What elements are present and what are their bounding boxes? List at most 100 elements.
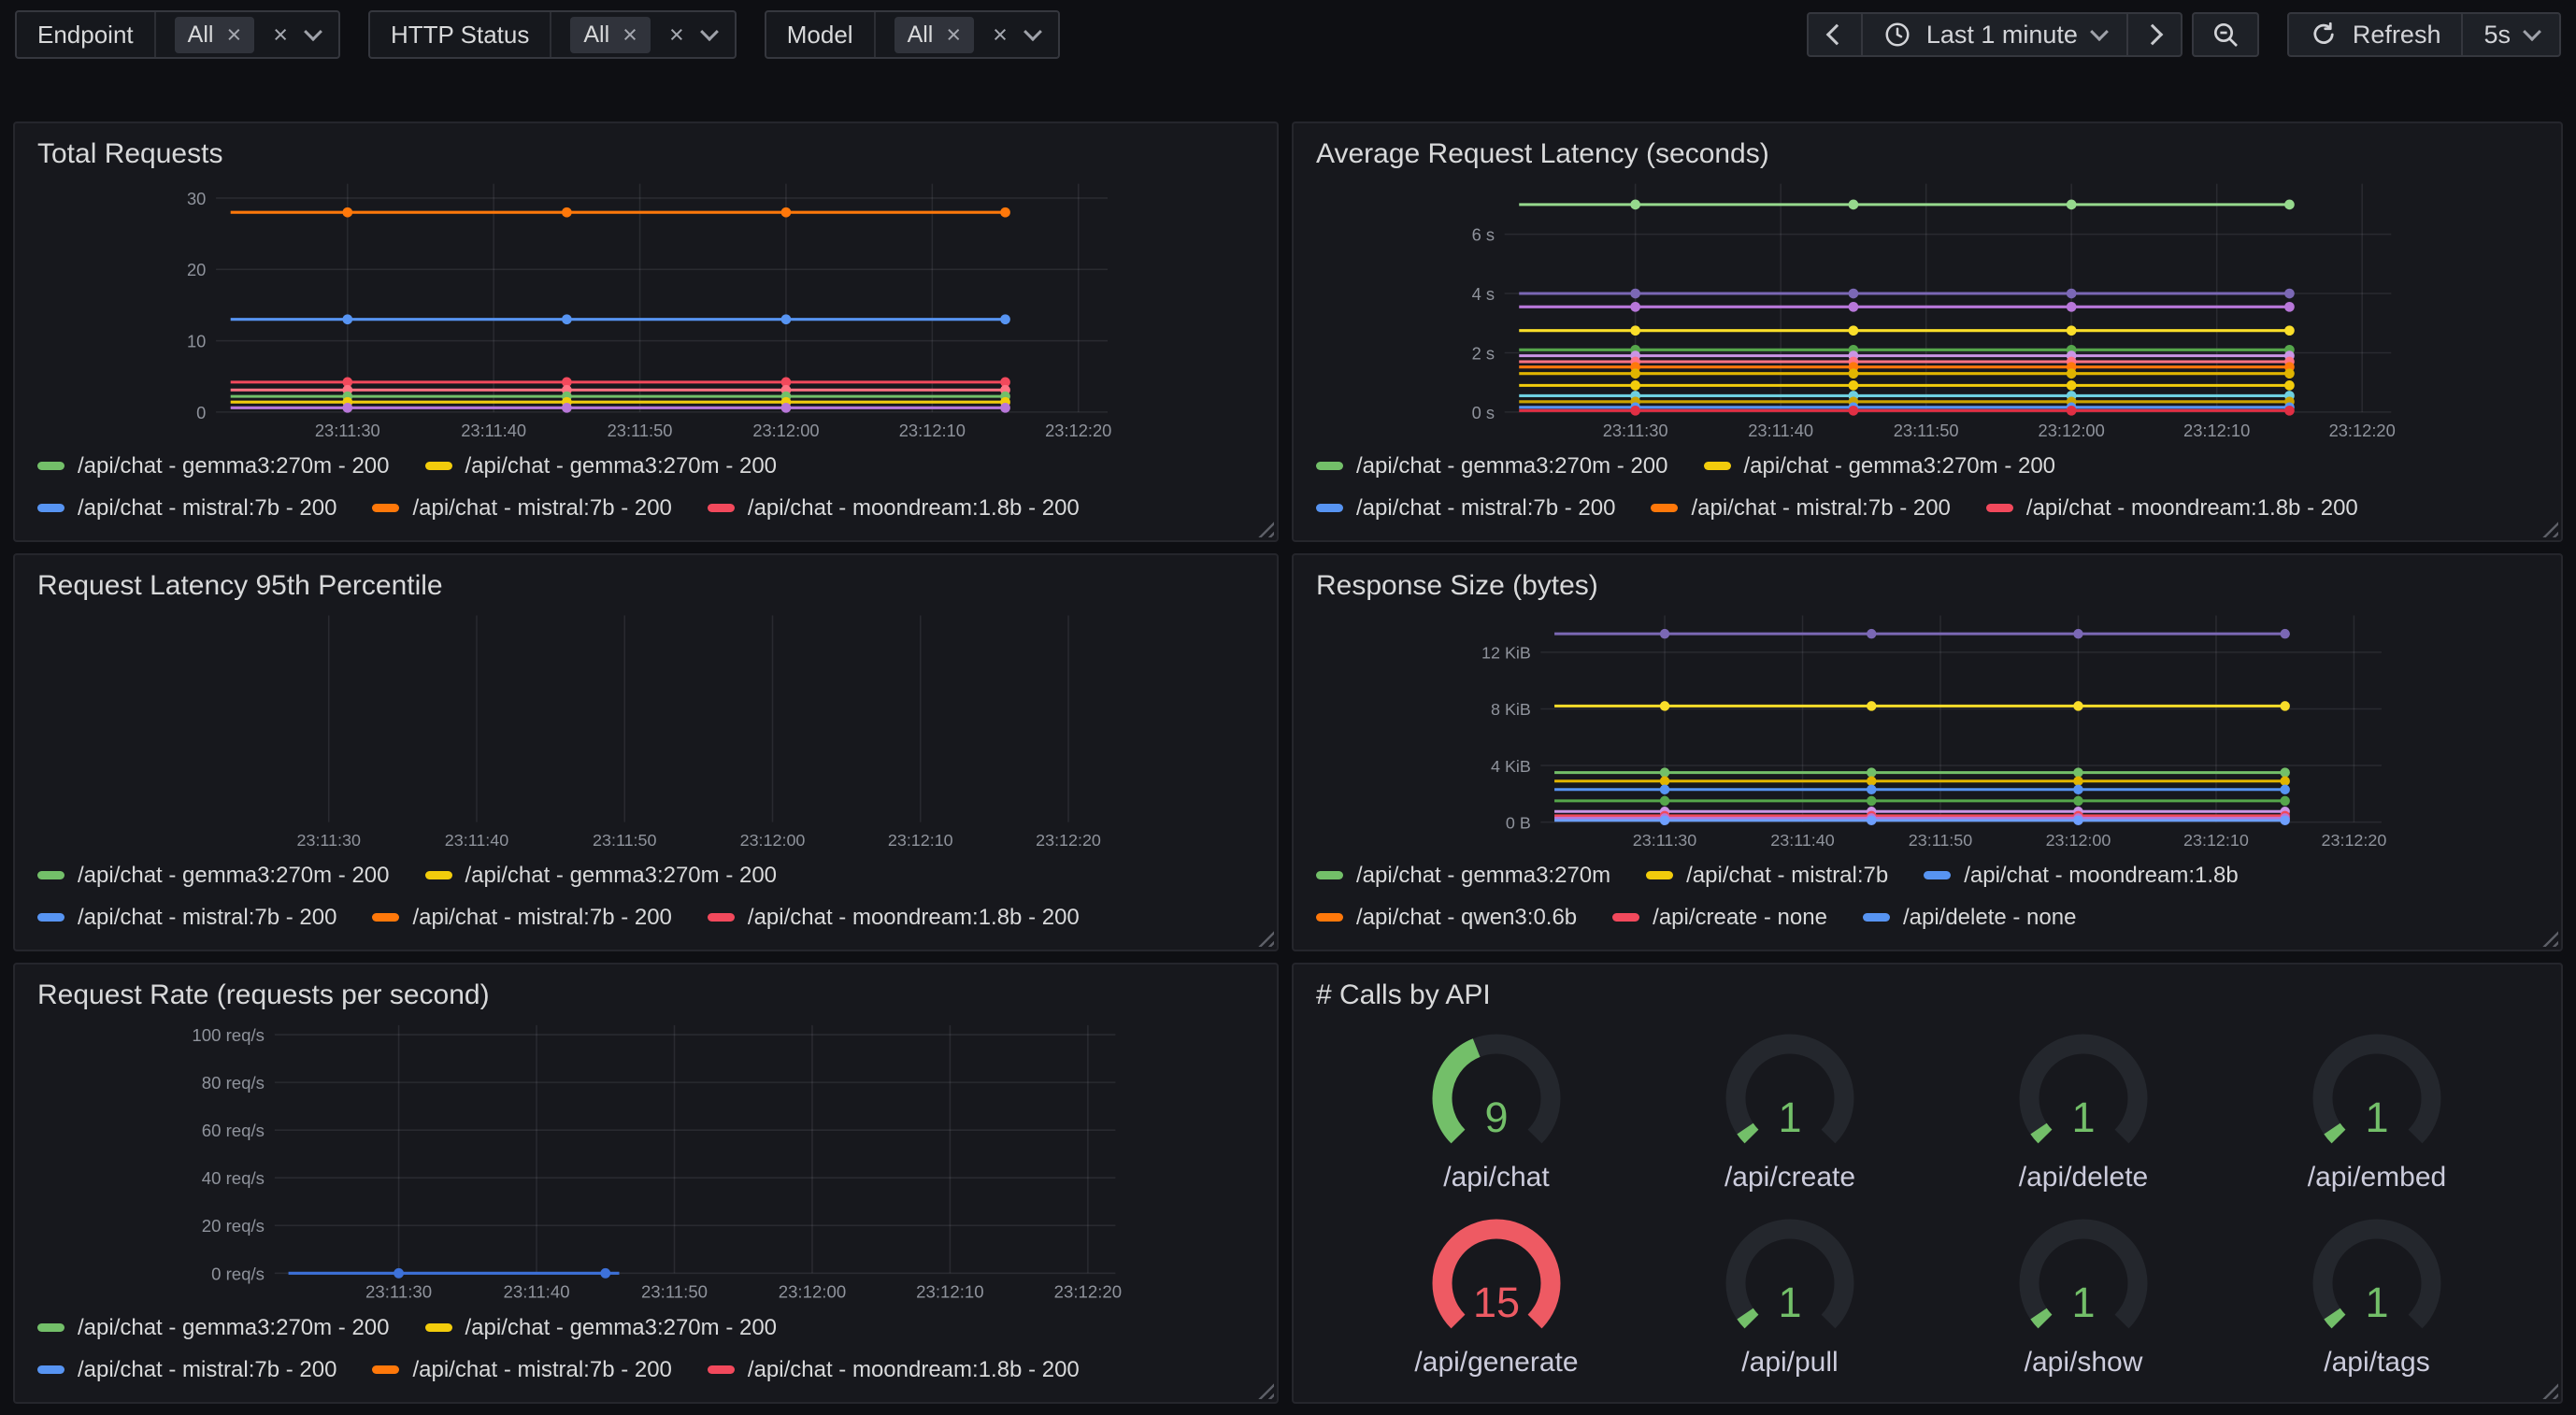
panel-title[interactable]: Total Requests <box>37 138 223 169</box>
panel-title[interactable]: Average Request Latency (seconds) <box>1316 138 1769 169</box>
zoom-out-button[interactable] <box>2191 12 2259 57</box>
legend-label: /api/chat - moondream:1.8b - 200 <box>747 1356 1080 1382</box>
clear-filter-icon[interactable]: × <box>273 20 289 49</box>
svg-text:20 req/s: 20 req/s <box>202 1216 265 1236</box>
time-series-chart[interactable]: 23:11:30 23:11:40 23:11:50 23:12:00 23:12:10… <box>28 1015 1266 1307</box>
svg-text:9: 9 <box>1484 1093 1508 1141</box>
legend-item[interactable]: /api/chat - mistral:7b - 200 <box>37 905 336 931</box>
legend-item[interactable]: /api/chat - gemma3:270m - 200 <box>424 453 777 479</box>
legend-swatch <box>37 504 64 512</box>
legend-label: /api/chat - gemma3:270m - 200 <box>1356 452 1668 479</box>
clear-filter-icon[interactable]: × <box>993 20 1008 49</box>
gauge-arc: 1 <box>1725 1219 1854 1329</box>
svg-text:23:11:50: 23:11:50 <box>641 1282 708 1302</box>
svg-text:6 s: 6 s <box>1472 224 1495 244</box>
svg-text:1: 1 <box>1778 1279 1801 1326</box>
filter-value-dropdown[interactable]: All × × <box>876 12 1058 57</box>
legend-label: /api/chat - moondream:1.8b - 200 <box>747 904 1080 930</box>
filter-value-dropdown[interactable]: All × × <box>156 12 338 57</box>
svg-text:0: 0 <box>196 403 206 422</box>
remove-chip-icon[interactable]: × <box>946 20 962 49</box>
legend-item[interactable]: /api/chat - mistral:7b - 200 <box>37 1357 336 1383</box>
refresh-interval-picker[interactable]: 5s <box>2461 12 2561 57</box>
filter-chip-label: All <box>187 21 214 48</box>
legend-label: /api/chat - mistral:7b - 200 <box>78 494 337 521</box>
legend-item[interactable]: /api/chat - mistral:7b - 200 <box>372 905 672 931</box>
legend-item[interactable]: /api/chat - mistral:7b <box>1646 863 1888 889</box>
time-series-chart[interactable]: 23:11:30 23:11:40 23:11:50 23:12:00 23:12:10… <box>1307 174 2550 445</box>
svg-text:0 B: 0 B <box>1506 813 1531 832</box>
time-range-label: Last 1 minute <box>1925 20 2078 49</box>
panel-response-size: Response Size (bytes) 23:11:30 23:11:40 23… <box>1292 553 2563 951</box>
legend-swatch <box>707 1365 735 1374</box>
svg-text:20: 20 <box>187 260 206 279</box>
chevron-down-icon[interactable] <box>304 22 322 42</box>
legend-item[interactable]: /api/chat - gemma3:270m <box>1316 863 1610 889</box>
chevron-down-icon <box>2523 22 2541 42</box>
panel-title[interactable]: Response Size (bytes) <box>1316 570 1598 601</box>
filter-value-dropdown[interactable]: All × × <box>551 12 734 57</box>
dashboard-controls: Endpoint All × × HTTP Status All × × Model… <box>0 0 2576 67</box>
legend-swatch <box>1862 913 1890 922</box>
legend-item[interactable]: /api/chat - moondream:1.8b - 200 <box>707 904 1080 931</box>
legend-item[interactable]: /api/chat - moondream:1.8b - 200 <box>707 1356 1080 1383</box>
legend-item[interactable]: /api/chat - gemma3:270m - 200 <box>37 1315 390 1341</box>
legend-item[interactable]: /api/chat - qwen3:0.6b <box>1316 905 1577 931</box>
remove-chip-icon[interactable]: × <box>226 20 242 49</box>
time-series-chart[interactable]: 23:11:30 23:11:40 23:11:50 23:12:00 23:12:10… <box>28 174 1266 445</box>
legend-item[interactable]: /api/chat - mistral:7b - 200 <box>37 495 336 522</box>
gauge-label: /api/generate <box>1414 1347 1579 1378</box>
legend-item[interactable]: /api/chat - gemma3:270m - 200 <box>424 863 777 889</box>
gauge-label: /api/embed <box>2307 1162 2447 1193</box>
legend-item[interactable]: /api/chat - moondream:1.8b - 200 <box>707 495 1080 522</box>
refresh-button[interactable]: Refresh <box>2286 12 2464 57</box>
legend-item[interactable]: /api/delete - none <box>1862 905 2076 931</box>
chevron-down-icon[interactable] <box>699 22 719 42</box>
remove-chip-icon[interactable]: × <box>623 20 637 49</box>
time-range-picker[interactable]: Last 1 minute <box>1860 12 2128 57</box>
legend-item[interactable]: /api/chat - moondream:1.8b <box>1924 863 2239 889</box>
chart-legend: /api/chat - gemma3:270m - 200/api/chat -… <box>15 445 1277 540</box>
legend-item[interactable]: /api/chat - mistral:7b - 200 <box>1651 495 1951 522</box>
time-series-chart[interactable]: 23:11:30 23:11:40 23:11:50 23:12:00 23:12:10… <box>28 606 1266 854</box>
svg-text:23:12:20: 23:12:20 <box>1036 831 1101 850</box>
legend-item[interactable]: /api/chat - moondream:1.8b - 200 <box>1985 494 2358 522</box>
svg-text:23:11:40: 23:11:40 <box>1770 831 1834 850</box>
gauge-arc: 1 <box>2019 1219 2148 1329</box>
time-forward-button[interactable] <box>2125 12 2182 57</box>
svg-text:23:11:40: 23:11:40 <box>445 831 508 850</box>
legend-label: /api/chat - mistral:7b <box>1686 862 1889 888</box>
legend-item[interactable]: /api/create - none <box>1612 905 1827 931</box>
legend-item[interactable]: /api/chat - mistral:7b - 200 <box>372 495 672 522</box>
legend-swatch <box>424 462 452 470</box>
clock-icon <box>1885 22 1910 47</box>
svg-text:23:12:20: 23:12:20 <box>1045 421 1111 440</box>
panel-title[interactable]: Request Rate (requests per second) <box>37 979 490 1010</box>
svg-text:23:11:30: 23:11:30 <box>1603 421 1668 440</box>
gauge-arc: 1 <box>2312 1034 2441 1144</box>
svg-text:23:11:30: 23:11:30 <box>297 831 361 850</box>
chevron-down-icon[interactable] <box>1023 22 1042 42</box>
filter-chip[interactable]: All × <box>174 16 255 53</box>
legend-item[interactable]: /api/chat - gemma3:270m - 200 <box>1703 453 2055 479</box>
legend-swatch <box>1646 871 1674 879</box>
legend-swatch <box>372 504 400 512</box>
legend-label: /api/chat - mistral:7b - 200 <box>78 1356 337 1382</box>
legend-item[interactable]: /api/chat - gemma3:270m - 200 <box>1316 453 1668 479</box>
legend-label: /api/chat - moondream:1.8b - 200 <box>2025 494 2358 521</box>
svg-text:1: 1 <box>2071 1279 2095 1326</box>
panel-title[interactable]: # Calls by API <box>1316 979 1491 1010</box>
legend-swatch <box>37 871 64 879</box>
chevron-right-icon <box>2141 23 2164 46</box>
time-series-chart[interactable]: 23:11:30 23:11:40 23:11:50 23:12:00 23:12:10… <box>1307 606 2550 854</box>
clear-filter-icon[interactable]: × <box>668 20 684 49</box>
legend-item[interactable]: /api/chat - gemma3:270m - 200 <box>37 453 390 479</box>
legend-item[interactable]: /api/chat - gemma3:270m - 200 <box>37 863 390 889</box>
legend-item[interactable]: /api/chat - mistral:7b - 200 <box>372 1357 672 1383</box>
filter-chip[interactable]: All × <box>894 16 975 53</box>
panel-title[interactable]: Request Latency 95th Percentile <box>37 570 443 601</box>
time-back-button[interactable] <box>1806 12 1863 57</box>
filter-chip[interactable]: All × <box>570 16 651 53</box>
legend-item[interactable]: /api/chat - mistral:7b - 200 <box>1316 495 1615 522</box>
legend-item[interactable]: /api/chat - gemma3:270m - 200 <box>424 1315 777 1341</box>
